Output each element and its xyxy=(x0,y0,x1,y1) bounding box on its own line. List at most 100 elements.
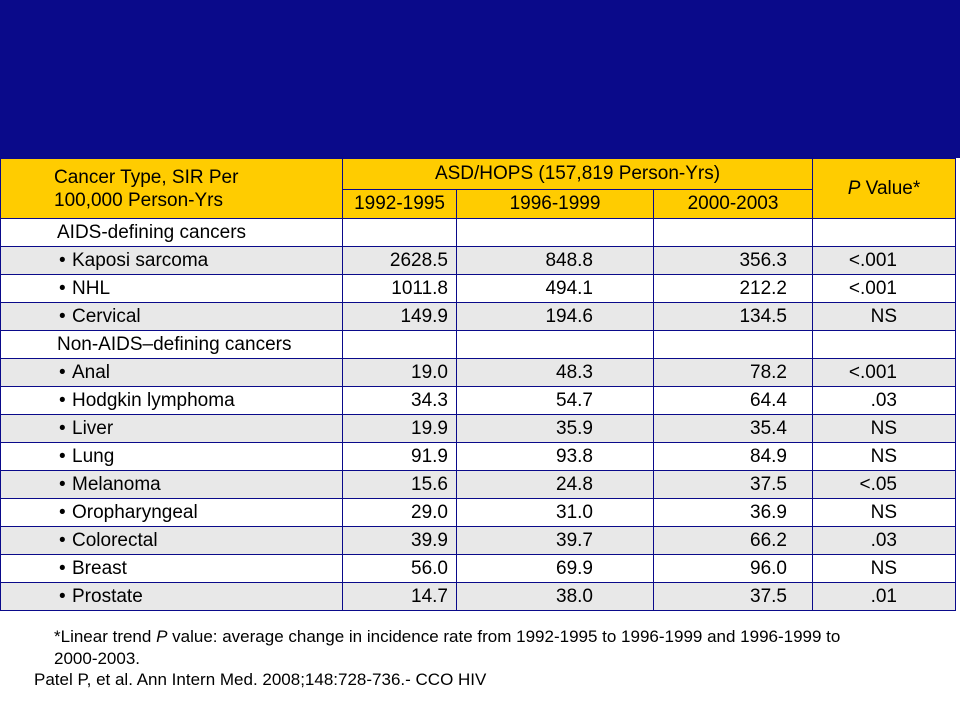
table-row: • Lung 91.9 93.8 84.9 NS xyxy=(0,442,956,471)
p-value-cell: NS xyxy=(812,442,956,471)
cancer-type-label: Melanoma xyxy=(72,474,161,495)
empty-cell xyxy=(456,218,654,247)
table-row: • Breast 56.0 69.9 96.0 NS xyxy=(0,554,956,583)
header-year-2: 1996-1999 xyxy=(456,189,654,219)
value-1992-1995: 2628.5 xyxy=(342,246,457,275)
cancer-type-cell: • Oropharyngeal xyxy=(0,498,343,527)
cancer-type-cell: • Kaposi sarcoma xyxy=(0,246,343,275)
value-2000-2003: 36.9 xyxy=(653,498,813,527)
sir-table: Cancer Type, SIR Per 100,000 Person-Yrs … xyxy=(0,158,956,611)
value-1992-1995: 15.6 xyxy=(342,470,457,499)
footnote: *Linear trend P value: average change in… xyxy=(54,626,854,670)
bullet-icon: • xyxy=(59,502,66,523)
cancer-type-cell: • Cervical xyxy=(0,302,343,331)
empty-cell xyxy=(812,330,956,359)
header-year-1: 1992-1995 xyxy=(342,189,457,219)
p-value-cell: NS xyxy=(812,302,956,331)
table-row: • Kaposi sarcoma 2628.5 848.8 356.3 <.001 xyxy=(0,246,956,275)
header-cancer-type-line2: 100,000 Person-Yrs xyxy=(54,189,223,211)
value-2000-2003: 37.5 xyxy=(653,582,813,611)
bullet-icon: • xyxy=(59,558,66,579)
header-p-italic: P xyxy=(847,178,861,199)
header-cancer-type: Cancer Type, SIR Per 100,000 Person-Yrs xyxy=(0,158,343,219)
bullet-icon: • xyxy=(59,474,66,495)
value-1992-1995: 91.9 xyxy=(342,442,457,471)
bullet-icon: • xyxy=(59,362,66,383)
value-1992-1995: 19.0 xyxy=(342,358,457,387)
footnote-p-italic: P xyxy=(156,627,168,646)
p-value-cell: <.001 xyxy=(812,246,956,275)
value-2000-2003: 64.4 xyxy=(653,386,813,415)
empty-cell xyxy=(653,330,813,359)
bullet-icon: • xyxy=(59,250,66,271)
cancer-type-label: Kaposi sarcoma xyxy=(72,250,209,271)
header-cancer-type-line1: Cancer Type, SIR Per xyxy=(54,166,239,188)
header-p-rest: Value* xyxy=(860,178,921,199)
table-row: • Colorectal 39.9 39.7 66.2.03 xyxy=(0,526,956,555)
table-row: • Melanoma 15.6 24.8 37.5 <.05 xyxy=(0,470,956,499)
cancer-type-cell: • Lung xyxy=(0,442,343,471)
value-1996-1999: 494.1 xyxy=(456,274,654,303)
bullet-icon: • xyxy=(59,306,66,327)
value-1996-1999: 194.6 xyxy=(456,302,654,331)
cancer-type-cell: • Hodgkin lymphoma xyxy=(0,386,343,415)
p-value-cell: NS xyxy=(812,414,956,443)
cancer-type-label: Anal xyxy=(72,362,111,383)
value-1996-1999: 69.9 xyxy=(456,554,654,583)
value-1992-1995: 149.9 xyxy=(342,302,457,331)
table-row: • NHL 1011.8 494.1 212.2 <.001 xyxy=(0,274,956,303)
bullet-icon: • xyxy=(59,446,66,467)
value-1992-1995: 29.0 xyxy=(342,498,457,527)
value-2000-2003: 96.0 xyxy=(653,554,813,583)
value-1996-1999: 38.0 xyxy=(456,582,654,611)
cancer-type-label: Breast xyxy=(72,558,127,579)
header-group: ASD/HOPS (157,819 Person-Yrs) xyxy=(342,158,813,190)
p-value-cell: <.05 xyxy=(812,470,956,499)
value-1996-1999: 54.7 xyxy=(456,386,654,415)
footnote-text: value: average change in incidence rate … xyxy=(54,627,841,668)
table-row: • Anal 19.0 48.3 78.2 <.001 xyxy=(0,358,956,387)
p-value-cell: <.001 xyxy=(812,358,956,387)
value-2000-2003: 66.2 xyxy=(653,526,813,555)
cancer-type-label: Oropharyngeal xyxy=(72,502,198,523)
cancer-type-label: Cervical xyxy=(72,306,141,327)
bullet-icon: • xyxy=(59,586,66,607)
table-row: • Cervical 149.9 194.6 134.5 NS xyxy=(0,302,956,331)
value-1992-1995: 56.0 xyxy=(342,554,457,583)
value-2000-2003: 356.3 xyxy=(653,246,813,275)
table-container: Cancer Type, SIR Per 100,000 Person-Yrs … xyxy=(0,158,956,611)
cancer-type-cell: • Prostate xyxy=(0,582,343,611)
table-row: • Oropharyngeal 29.0 31.0 36.9 NS xyxy=(0,498,956,527)
cancer-type-label: Colorectal xyxy=(72,530,158,551)
value-1996-1999: 93.8 xyxy=(456,442,654,471)
empty-cell xyxy=(456,330,654,359)
value-1992-1995: 19.9 xyxy=(342,414,457,443)
value-1996-1999: 35.9 xyxy=(456,414,654,443)
bullet-icon: • xyxy=(59,278,66,299)
cancer-type-cell: • Breast xyxy=(0,554,343,583)
p-value-cell: .03 xyxy=(812,526,956,555)
value-1996-1999: 24.8 xyxy=(456,470,654,499)
value-1996-1999: 848.8 xyxy=(456,246,654,275)
empty-cell xyxy=(653,218,813,247)
table-row: • Liver 19.9 35.9 35.4 NS xyxy=(0,414,956,443)
bullet-icon: • xyxy=(59,390,66,411)
value-1996-1999: 39.7 xyxy=(456,526,654,555)
value-1996-1999: 31.0 xyxy=(456,498,654,527)
empty-cell xyxy=(812,218,956,247)
category-label: AIDS-defining cancers xyxy=(0,218,343,247)
value-2000-2003: 212.2 xyxy=(653,274,813,303)
cancer-type-cell: • Liver xyxy=(0,414,343,443)
value-1992-1995: 34.3 xyxy=(342,386,457,415)
cancer-type-label: NHL xyxy=(72,278,111,299)
category-row: AIDS-defining cancers xyxy=(0,218,956,247)
value-2000-2003: 78.2 xyxy=(653,358,813,387)
empty-cell xyxy=(342,218,457,247)
value-2000-2003: 37.5 xyxy=(653,470,813,499)
category-label: Non-AIDS–defining cancers xyxy=(0,330,343,359)
p-value-cell: NS xyxy=(812,498,956,527)
footnote-prefix: *Linear trend xyxy=(54,627,157,646)
cancer-type-label: Hodgkin lymphoma xyxy=(72,390,235,411)
cancer-type-cell: • Colorectal xyxy=(0,526,343,555)
